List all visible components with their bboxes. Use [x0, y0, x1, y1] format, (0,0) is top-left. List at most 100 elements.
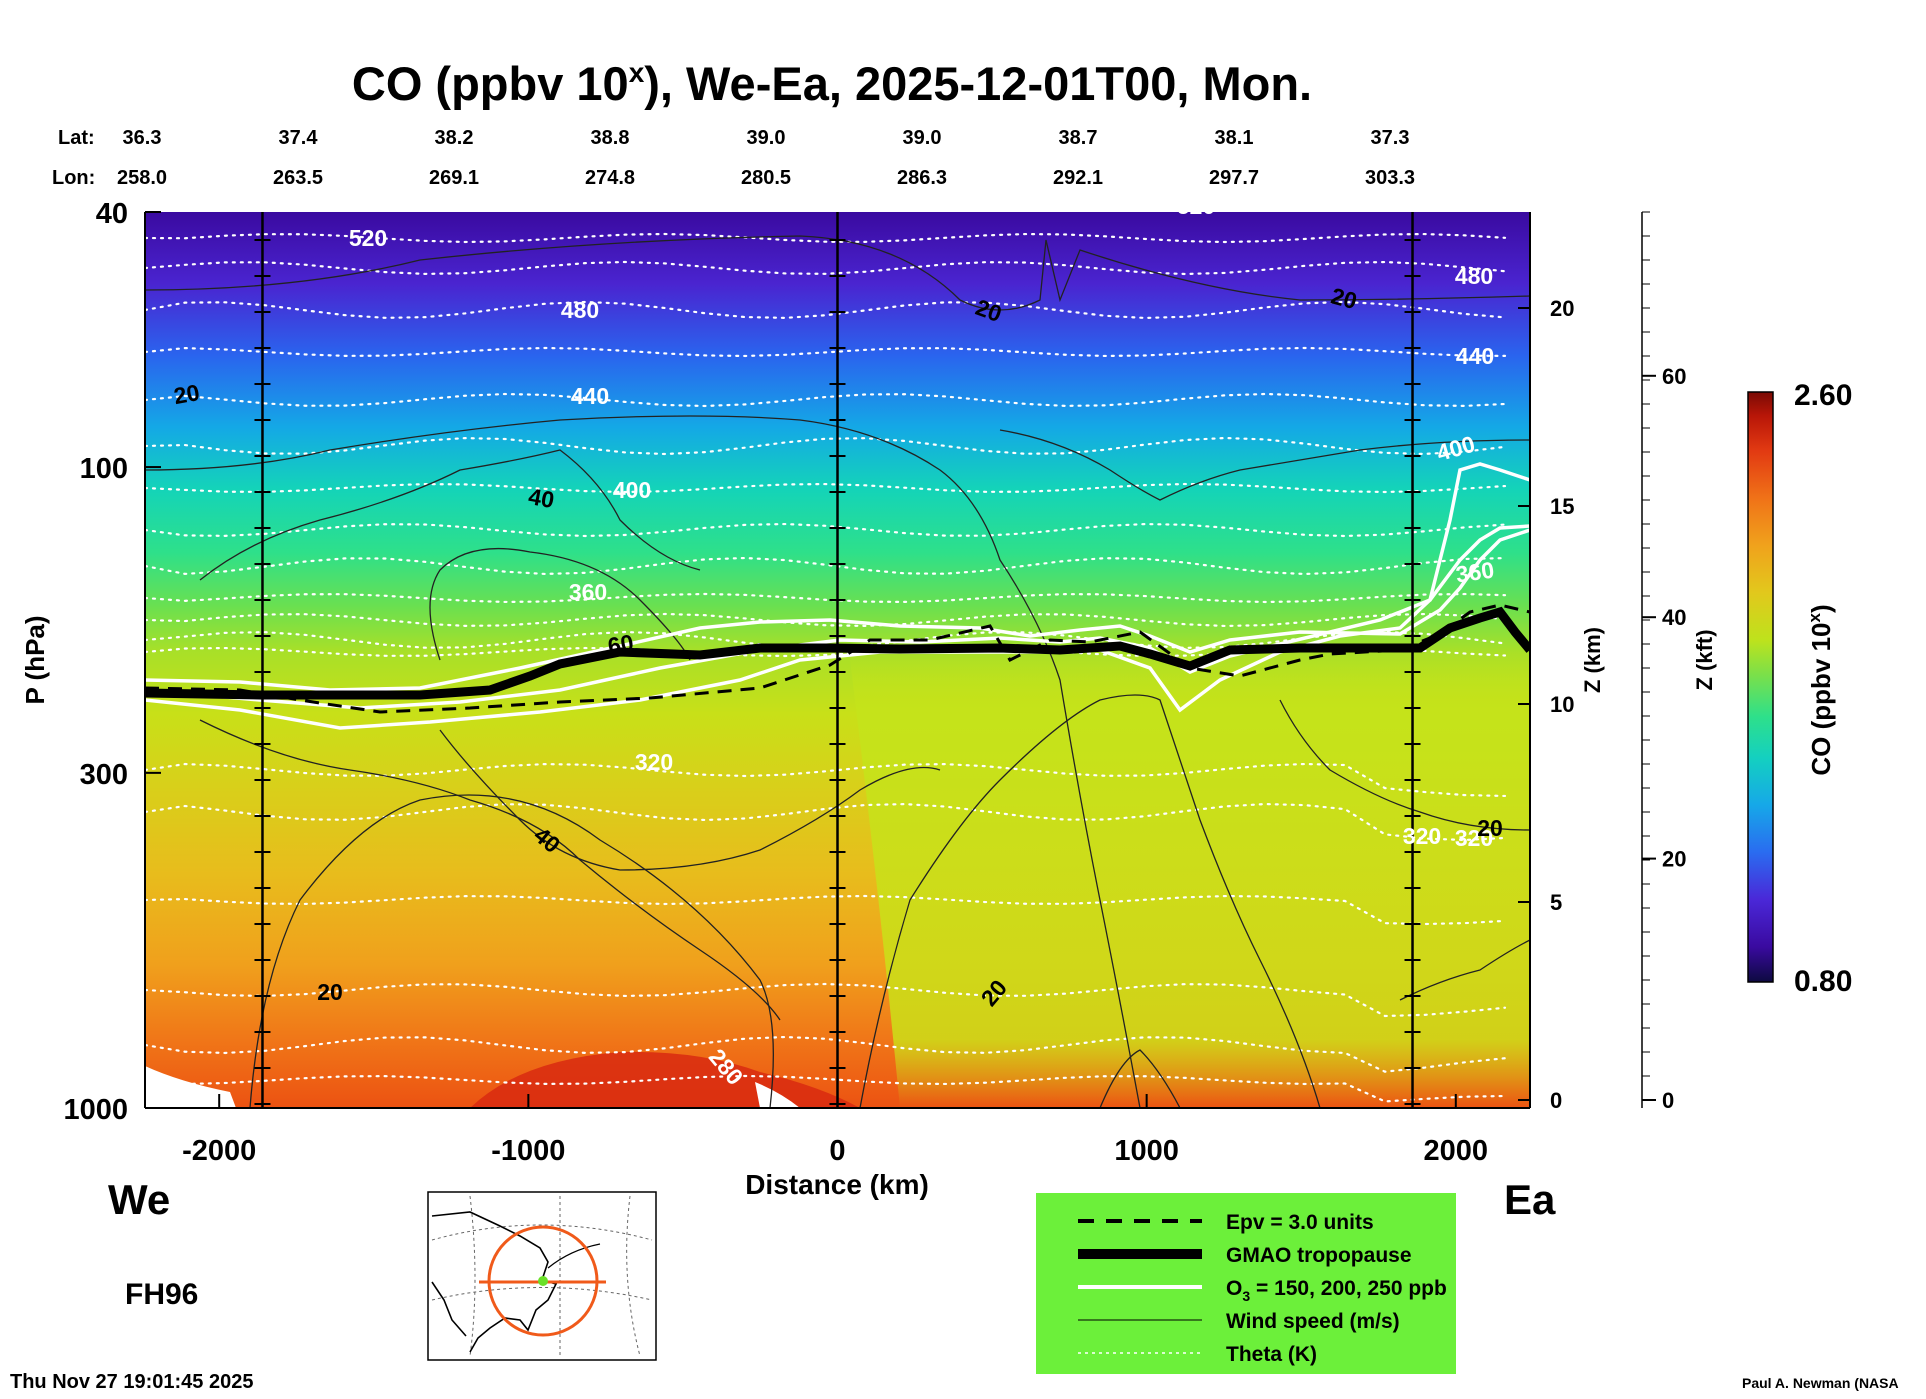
x-axis-label: Distance (km) — [745, 1169, 929, 1200]
lon-value: 263.5 — [273, 167, 323, 189]
credit: Paul A. Newman (NASA — [1742, 1375, 1899, 1391]
theta-contour — [145, 482, 1507, 494]
co-field-east-upper-troposphere — [850, 650, 1530, 1108]
lat-value: 39.0 — [903, 127, 942, 149]
legend-item: Wind speed (m/s) — [1078, 1310, 1400, 1333]
legend-label: Theta (K) — [1226, 1343, 1317, 1366]
theta-contour — [145, 894, 1507, 926]
z-km-axis: 0 5 10 15 20 — [1518, 212, 1574, 1113]
theta-contour — [145, 436, 1507, 456]
wind-label: 20 — [1477, 815, 1503, 841]
lat-value: 38.7 — [1059, 127, 1098, 149]
lat-value: 37.4 — [279, 127, 319, 149]
colorbar-min-label: 0.80 — [1794, 965, 1852, 998]
inset-map — [427, 1191, 657, 1361]
legend-item: O3 = 150, 200, 250 ppb — [1078, 1277, 1447, 1304]
lat-value: 38.2 — [435, 127, 474, 149]
wind-speed-contours — [145, 235, 1530, 1108]
plot-area: 5204804404003603202803203203604004404805… — [145, 212, 1530, 1108]
y-tick-label: 1000 — [63, 1094, 128, 1126]
colorbar-max-label: 2.60 — [1794, 379, 1852, 412]
x-tick-label: 1000 — [1114, 1135, 1179, 1167]
z-km-tick-label: 15 — [1550, 494, 1574, 519]
theta-contour — [145, 556, 1507, 576]
x-tick-label: -2000 — [182, 1135, 256, 1167]
z-kft-axis: 0 20 40 60 — [1641, 211, 1686, 1113]
theta-label: 360 — [1454, 557, 1496, 588]
theta-contour — [145, 802, 1507, 842]
theta-contour — [145, 612, 1507, 628]
z-kft-tick-label: 60 — [1662, 364, 1686, 389]
x-tick-label: -1000 — [491, 1135, 565, 1167]
theta-contour — [145, 646, 1507, 658]
lon-value: 258.0 — [117, 167, 167, 189]
z-kft-axis-label: Z (kft) — [1692, 629, 1717, 690]
theta-contour — [145, 300, 1507, 320]
theta-contour — [145, 1035, 1507, 1073]
co-field-low-white-2 — [755, 1082, 800, 1108]
legend: Epv = 3.0 units GMAO tropopause O3 = 150, … — [1036, 1193, 1456, 1374]
lat-value: 38.1 — [1215, 127, 1254, 149]
legend-label: Epv = 3.0 units — [1226, 1211, 1374, 1234]
colorbar: 2.60 0.80 CO (ppbv 10x) — [1747, 379, 1852, 998]
lon-value: 286.3 — [897, 167, 947, 189]
timestamp: Thu Nov 27 19:01:45 2025 — [10, 1371, 253, 1393]
colorbar-scale — [1747, 391, 1774, 983]
lon-value: 292.1 — [1053, 167, 1103, 189]
vertical-reference-lines — [254, 212, 1421, 1108]
wind-label: 20 — [317, 979, 343, 1005]
x-axis: -2000 -1000 0 1000 2000 — [182, 1094, 1488, 1167]
theta-label: 360 — [569, 579, 607, 605]
east-marker: Ea — [1504, 1176, 1556, 1223]
y-axis-label: P (hPa) — [20, 615, 50, 704]
z-kft-tick-label: 0 — [1662, 1088, 1674, 1113]
legend-label: O3 = 150, 200, 250 ppb — [1226, 1277, 1447, 1304]
theta-contour — [145, 392, 1507, 408]
y-tick-label: 100 — [80, 453, 128, 485]
epv-line — [145, 603, 1530, 714]
lat-value: 37.3 — [1371, 127, 1410, 149]
wind-contour — [1099, 1049, 1181, 1108]
theta-contour — [145, 522, 1507, 538]
lat-label: Lat: — [58, 127, 95, 149]
wind-contour — [145, 235, 1530, 311]
z-km-tick-label: 5 — [1550, 890, 1562, 915]
lat-lon-header: Lat: Lon: 36.3 37.4 38.2 38.8 39.0 39.0 38.7 38.1… — [52, 127, 1415, 189]
theta-contour — [145, 762, 1507, 798]
z-km-tick-label: 20 — [1550, 296, 1574, 321]
theta-label: 400 — [613, 477, 651, 503]
z-km-tick-label: 0 — [1550, 1088, 1562, 1113]
wind-contour — [199, 719, 781, 1021]
lon-value: 274.8 — [585, 167, 635, 189]
inset-map-center — [538, 1276, 548, 1286]
legend-item: Theta (K) — [1078, 1343, 1317, 1366]
colorbar-label: CO (ppbv 10x) — [1805, 604, 1836, 775]
wind-contour — [199, 449, 701, 581]
wind-label: 20 — [172, 379, 202, 409]
lon-value: 303.3 — [1365, 167, 1415, 189]
y-axis: 1000 300 100 40 — [63, 198, 161, 1126]
wind-contour — [145, 415, 1141, 1108]
theta-label: 320 — [635, 749, 673, 775]
y-tick-label: 300 — [80, 759, 128, 791]
wind-contour — [859, 694, 1321, 1108]
z-kft-tick-label: 40 — [1662, 605, 1686, 630]
wind-label: 60 — [606, 629, 636, 659]
theta-label: 320 — [1455, 825, 1493, 851]
theta-contour — [145, 346, 1507, 358]
theta-label: 480 — [1455, 263, 1493, 289]
theta-label: 440 — [571, 383, 609, 409]
theta-label: 480 — [561, 297, 599, 323]
x-tick-label: 0 — [829, 1135, 845, 1167]
forecast-hour: FH96 — [125, 1278, 198, 1311]
co-field-low-white — [145, 1066, 236, 1108]
lon-value: 297.7 — [1209, 167, 1259, 189]
lat-value: 38.8 — [591, 127, 630, 149]
x-tick-label: 2000 — [1424, 1135, 1489, 1167]
legend-label: GMAO tropopause — [1226, 1244, 1412, 1267]
legend-box — [1036, 1193, 1456, 1374]
theta-label: 320 — [1403, 823, 1441, 849]
lon-value: 280.5 — [741, 167, 791, 189]
lat-value: 36.3 — [123, 127, 162, 149]
